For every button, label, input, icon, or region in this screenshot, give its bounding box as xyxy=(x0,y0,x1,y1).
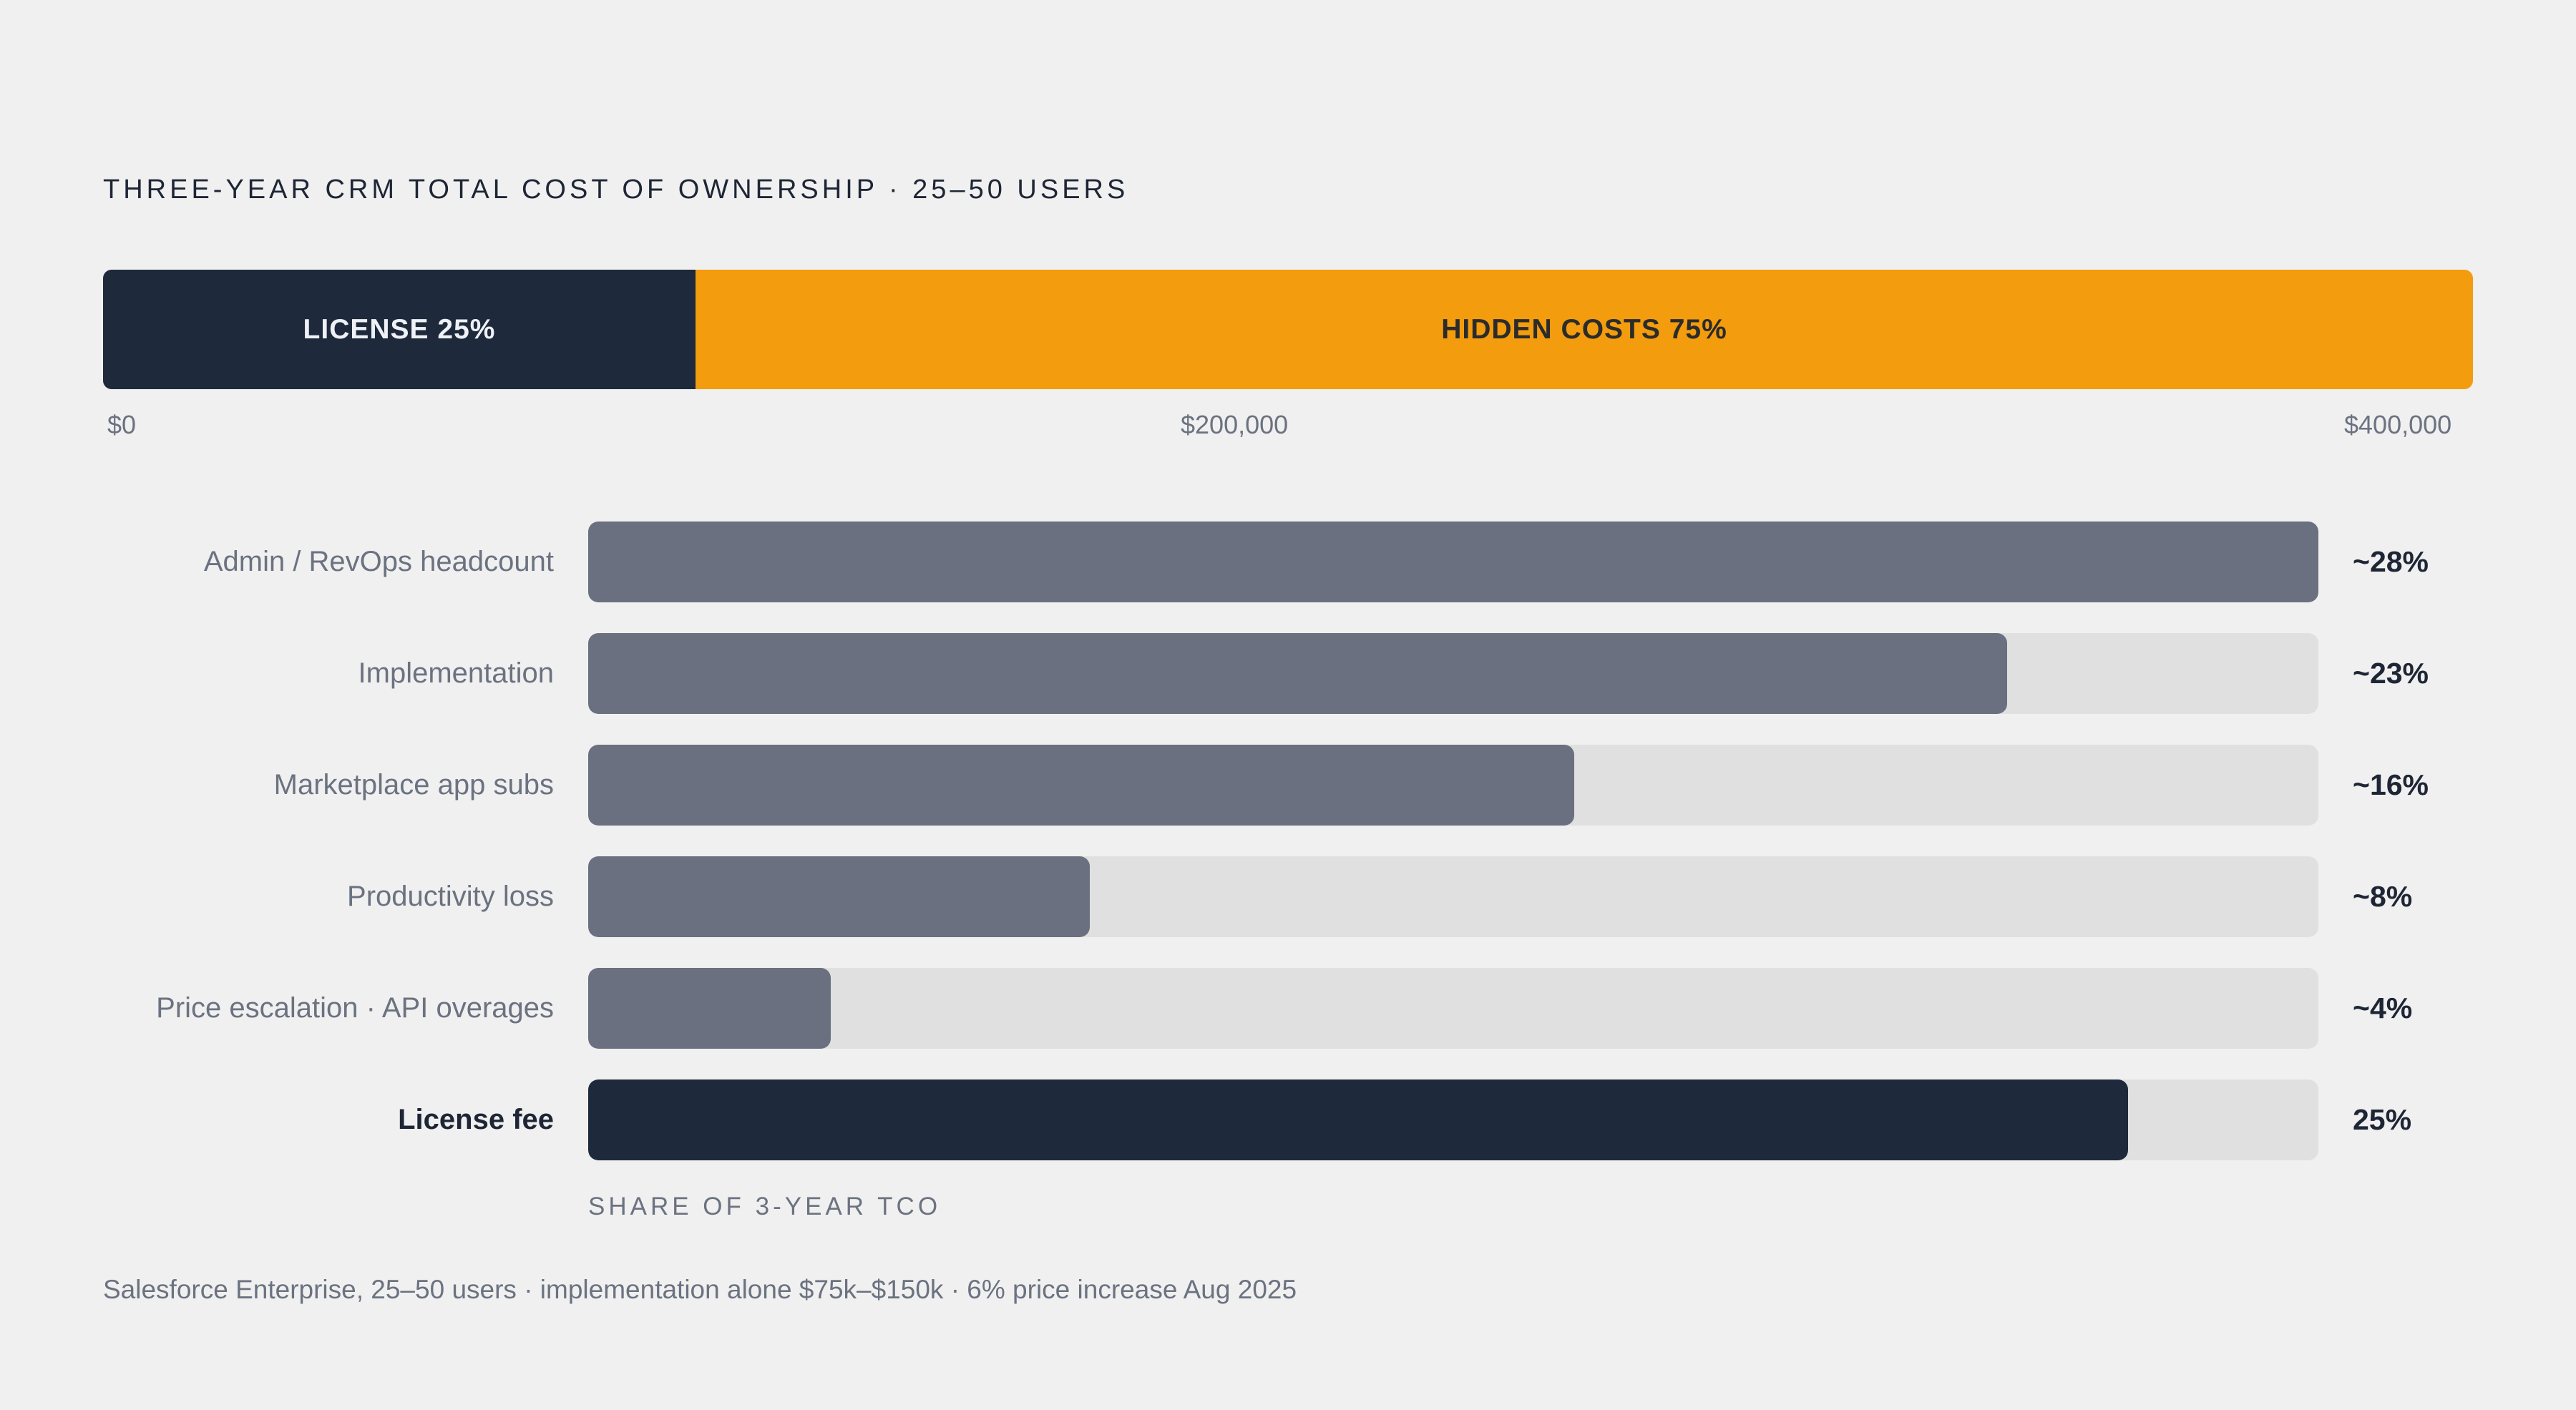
axis-tick-0: $0 xyxy=(107,410,137,439)
segment-hidden-costs: HIDDEN COSTS 75% xyxy=(696,270,2473,389)
bar-value-label: ~23% xyxy=(2353,657,2429,690)
bar-label: Marketplace app subs xyxy=(273,769,554,801)
bar-track xyxy=(588,968,2318,1049)
bar xyxy=(588,522,2318,602)
segment-license: LICENSE 25% xyxy=(103,270,696,389)
bar-label: Productivity loss xyxy=(347,881,554,912)
bar-value-label: ~4% xyxy=(2353,992,2413,1024)
bar-value-label: ~8% xyxy=(2353,880,2413,913)
bar-value-label: 25% xyxy=(2353,1103,2412,1136)
bar-track xyxy=(588,745,2318,826)
bar xyxy=(588,968,831,1049)
bar-track xyxy=(588,856,2318,937)
chart-title: THREE-YEAR CRM TOTAL COST OF OWNERSHIP ·… xyxy=(103,175,1129,205)
tco-stacked-bar: LICENSE 25% HIDDEN COSTS 75% xyxy=(103,270,2473,389)
axis-tick-200000: $200,000 xyxy=(1181,410,1289,439)
bar-label: Implementation xyxy=(358,657,554,689)
bar-label: Admin / RevOps headcount xyxy=(203,546,554,577)
axis-tick-400000: $400,000 xyxy=(2344,410,2452,439)
x-axis-caption: SHARE OF 3-YEAR TCO xyxy=(588,1193,942,1220)
footnote: Salesforce Enterprise, 25–50 users · imp… xyxy=(103,1275,1297,1304)
bar-label: Price escalation · API overages xyxy=(156,992,554,1024)
bar xyxy=(588,633,2007,714)
bar xyxy=(588,745,1575,826)
bar xyxy=(588,856,1091,937)
bar-track xyxy=(588,633,2318,714)
segment-hidden-label: HIDDEN COSTS 75% xyxy=(1441,313,1727,345)
bar-value-label: ~16% xyxy=(2353,768,2429,801)
segment-license-label: LICENSE 25% xyxy=(303,313,496,345)
bar-track xyxy=(588,522,2318,602)
bar-label: License fee xyxy=(398,1104,554,1135)
bar-track xyxy=(588,1079,2318,1160)
bar-value-label: ~28% xyxy=(2353,545,2429,578)
bar xyxy=(588,1079,2129,1160)
